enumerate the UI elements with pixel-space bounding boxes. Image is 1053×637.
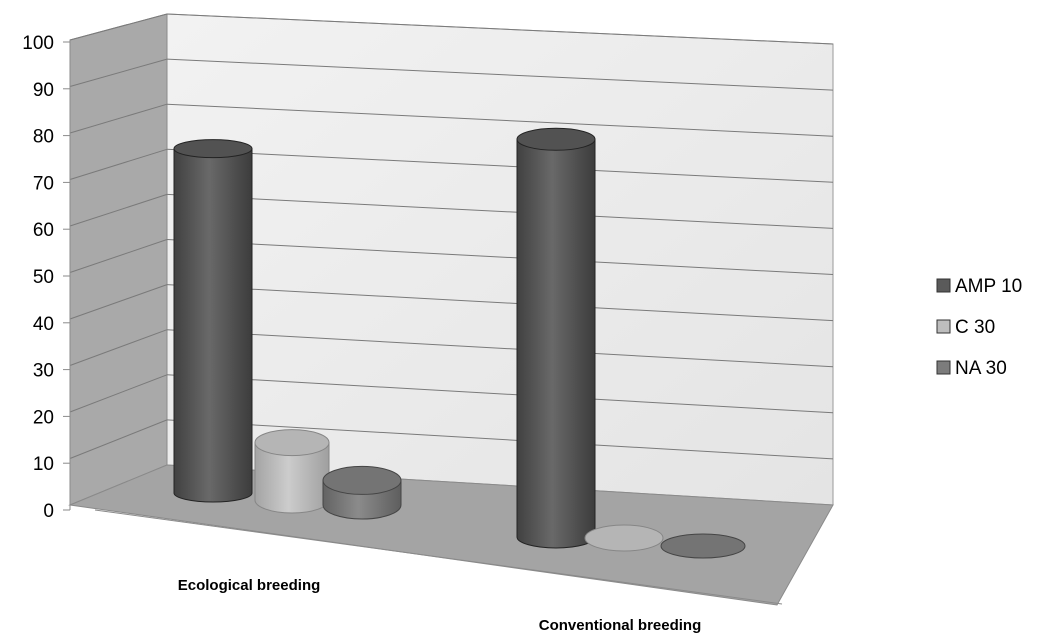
legend-label: AMP 10 (955, 276, 1022, 297)
gridline (69, 103, 168, 134)
bar-top (173, 139, 253, 159)
y-tick-label: 40 (33, 314, 54, 335)
y-axis: 0 10 20 30 40 50 60 70 80 90 100 (22, 33, 71, 522)
legend-item: C 30 (936, 317, 995, 338)
gridline (166, 193, 834, 229)
legend-label: NA 30 (955, 358, 1007, 379)
y-tick-label: 90 (33, 80, 54, 101)
y-tick-label: 20 (33, 407, 54, 428)
x-axis: Ecological breeding Conventional breeding (94, 509, 783, 634)
gridline (166, 148, 834, 183)
gridline (69, 374, 168, 413)
bar-top (584, 524, 664, 552)
legend-item: NA 30 (936, 358, 1007, 379)
gridline (166, 103, 834, 137)
y-tick-label: 0 (43, 501, 54, 522)
gridline (69, 58, 168, 87)
y-tick-label: 100 (22, 33, 54, 54)
plot-walls (68, 13, 834, 606)
bar-top (660, 533, 746, 559)
bar (516, 127, 596, 549)
gridline (69, 419, 168, 459)
gridline (166, 13, 834, 45)
category-label: Conventional breeding (539, 617, 702, 634)
gridline (69, 284, 168, 320)
bar (584, 524, 664, 552)
gridline (166, 58, 834, 91)
gridlines (69, 13, 834, 460)
bar-body (173, 148, 253, 503)
legend-swatch (936, 278, 951, 293)
category-label: Ecological breeding (178, 577, 321, 594)
gridline (166, 419, 834, 460)
bar (254, 429, 330, 514)
bars (173, 127, 746, 559)
gridline (69, 329, 168, 366)
legend-label: C 30 (955, 317, 995, 338)
bar (660, 533, 746, 559)
bar-top (516, 127, 596, 151)
bar-top (322, 465, 402, 495)
bar (322, 465, 402, 520)
y-tick-label: 10 (33, 454, 54, 475)
y-tick-label: 30 (33, 361, 54, 382)
bar-top (254, 429, 330, 457)
legend-swatch (936, 319, 951, 334)
side-wall (69, 13, 168, 506)
y-tick-label: 80 (33, 127, 54, 148)
gridline (69, 239, 168, 273)
gridline (166, 374, 834, 414)
y-tick-label: 70 (33, 173, 54, 194)
x-axis-line (94, 509, 783, 605)
y-tick-label: 50 (33, 267, 54, 288)
legend-item: AMP 10 (936, 276, 1022, 297)
gridline (166, 284, 834, 322)
gridline (166, 329, 834, 368)
back-wall (166, 13, 834, 506)
gridline (69, 148, 168, 180)
gridline (69, 193, 168, 227)
legend: AMP 10 C 30 NA 30 (936, 276, 1022, 379)
bar (173, 139, 253, 503)
bar-body (516, 138, 596, 549)
y-tick-label: 60 (33, 220, 54, 241)
gridline (69, 13, 168, 41)
gridline (166, 239, 834, 275)
legend-swatch (936, 360, 951, 375)
